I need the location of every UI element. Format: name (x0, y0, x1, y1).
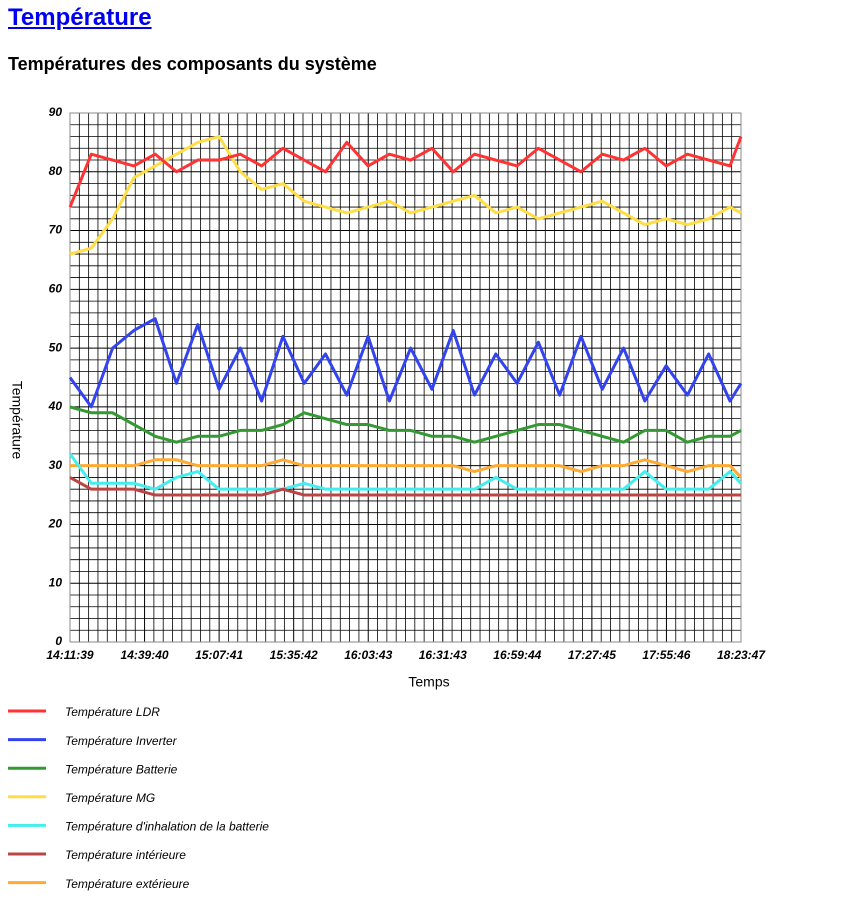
y-tick-label: 60 (49, 282, 63, 296)
y-tick-label: 0 (55, 634, 62, 648)
x-tick-label: 16:31:43 (419, 648, 467, 662)
x-tick-label: 15:07:41 (195, 648, 243, 662)
y-tick-label: 80 (49, 164, 63, 178)
x-tick-label: 15:35:42 (270, 648, 318, 662)
series-line (68, 317, 743, 409)
series-line (69, 476, 741, 497)
x-tick-label: 16:03:43 (344, 648, 392, 662)
x-tick-label: 17:27:45 (568, 648, 616, 662)
series-line (68, 453, 743, 491)
subtitle: Températures des composants du système (8, 54, 377, 74)
y-tick-label: 20 (48, 517, 63, 531)
series-line (68, 135, 743, 208)
page-title[interactable]: Température (8, 4, 152, 31)
legend-label: Température intérieure (65, 848, 186, 862)
x-tick-label: 16:59:44 (493, 648, 541, 662)
y-tick-label: 50 (49, 340, 63, 354)
y-axis-label: Température (9, 381, 25, 460)
x-tick-label: 18:23:47 (717, 648, 766, 662)
x-axis-label: Temps (408, 674, 449, 690)
legend-label: Température MG (65, 791, 155, 805)
legend-label: Température LDR (65, 705, 160, 719)
y-tick-label: 10 (49, 575, 63, 589)
y-tick-label: 70 (49, 223, 63, 237)
series-line (70, 458, 743, 479)
y-tick-label: 40 (48, 399, 63, 413)
legend-label: Température extérieure (65, 877, 190, 891)
y-tick-label: 30 (49, 458, 63, 472)
x-tick-label: 14:11:39 (46, 648, 93, 662)
series-line (69, 135, 742, 256)
y-tick-label: 90 (49, 105, 63, 119)
legend-label: Température Batterie (65, 762, 178, 776)
legend-label: Température Inverter (65, 734, 178, 748)
x-tick-label: 17:55:46 (642, 648, 690, 662)
x-tick-label: 14:39:40 (121, 648, 169, 662)
series-line (69, 405, 742, 444)
legend-label: Température d'inhalation de la batterie (65, 820, 269, 834)
